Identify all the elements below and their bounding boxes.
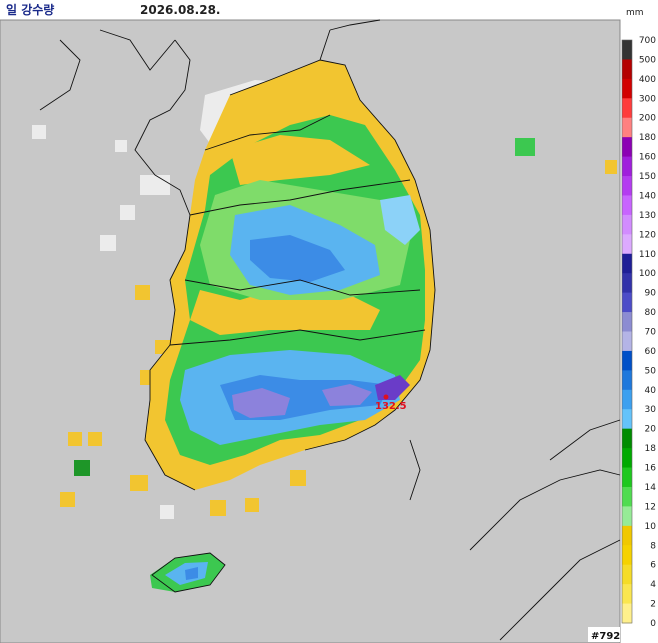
legend-label: 6 — [650, 561, 656, 571]
legend-swatch — [622, 584, 632, 605]
legend-swatch — [622, 506, 632, 527]
rain-blue-light — [380, 195, 420, 245]
legend-swatch — [622, 214, 632, 235]
legend-swatch — [622, 176, 632, 196]
rain-purple — [232, 388, 290, 418]
legend-label: 90 — [645, 289, 657, 299]
legend-swatch — [622, 292, 632, 313]
max-point — [383, 394, 389, 400]
title: 일 강수량 — [6, 3, 54, 17]
unit: mm — [626, 8, 644, 18]
legend-label: 70 — [645, 328, 657, 338]
legend-swatch — [622, 59, 632, 80]
legend-swatch — [622, 40, 632, 60]
island-cell-green — [515, 138, 535, 156]
jeju-deep — [185, 567, 198, 580]
legend-label: 2 — [650, 600, 656, 610]
legend-swatch — [622, 253, 632, 274]
gray-cells — [32, 125, 174, 519]
legend-swatch — [622, 448, 632, 469]
legend-swatch — [622, 195, 632, 216]
legend-label: 10 — [645, 522, 657, 532]
legend-swatch — [622, 409, 632, 430]
legend-label: 140 — [639, 191, 656, 201]
legend-label: 300 — [639, 94, 656, 104]
coastlines — [39, 19, 621, 641]
legend-swatch — [622, 370, 632, 391]
legend-label: 500 — [639, 55, 656, 65]
legend-label: 200 — [639, 114, 656, 124]
legend-swatch — [622, 525, 632, 546]
legend-label: 160 — [639, 153, 656, 163]
legend-swatch — [622, 564, 632, 585]
legend-swatch — [622, 428, 632, 449]
legend-label: 110 — [639, 250, 656, 260]
legend-swatch — [622, 156, 632, 177]
legend-swatch — [622, 234, 632, 255]
rain-purple — [322, 384, 372, 406]
legend-label: 30 — [645, 405, 657, 415]
legend-label: 400 — [639, 75, 656, 85]
legend-swatch — [622, 137, 632, 158]
legend-swatch — [622, 603, 632, 624]
max-label: 132.5 — [375, 401, 407, 412]
legend-label: 12 — [645, 502, 656, 512]
legend: 7005004003002001801601501401301201101009… — [621, 36, 657, 629]
legend-swatch — [622, 78, 632, 99]
island-cell-green — [74, 460, 90, 476]
legend-swatch — [622, 389, 632, 410]
footer-id: #792 — [591, 631, 620, 642]
legend-label: 150 — [639, 172, 656, 182]
legend-swatch — [622, 117, 632, 138]
legend-label: 130 — [639, 211, 656, 221]
date: 2026.08.28. — [140, 3, 220, 17]
legend-swatch — [622, 486, 632, 507]
rain-yellow-band — [230, 135, 370, 185]
legend-label: 16 — [645, 464, 657, 474]
legend-label: 50 — [645, 366, 657, 376]
island-cells — [60, 160, 617, 516]
legend-label: 100 — [639, 269, 656, 279]
rain-violet — [375, 375, 410, 400]
footer-box — [588, 627, 620, 642]
legend-label: 60 — [645, 347, 657, 357]
legend-label: 8 — [650, 541, 656, 551]
legend-swatch — [622, 350, 632, 371]
legend-label: 0 — [650, 619, 656, 629]
legend-swatch — [622, 545, 632, 566]
legend-label: 20 — [645, 425, 657, 435]
legend-label: 14 — [645, 483, 657, 493]
legend-label: 4 — [650, 580, 656, 590]
legend-label: 80 — [645, 308, 657, 318]
legend-label: 18 — [645, 444, 657, 454]
legend-swatch — [622, 273, 632, 294]
legend-swatch — [622, 312, 632, 332]
legend-label: 120 — [639, 230, 656, 240]
legend-label: 700 — [639, 36, 656, 46]
legend-frame — [621, 39, 633, 624]
legend-label: 40 — [645, 386, 657, 396]
legend-label: 180 — [639, 133, 656, 143]
legend-swatch — [622, 331, 632, 352]
legend-swatch — [622, 467, 632, 488]
rain-deep-blue — [250, 235, 345, 282]
legend-swatch — [622, 98, 632, 119]
